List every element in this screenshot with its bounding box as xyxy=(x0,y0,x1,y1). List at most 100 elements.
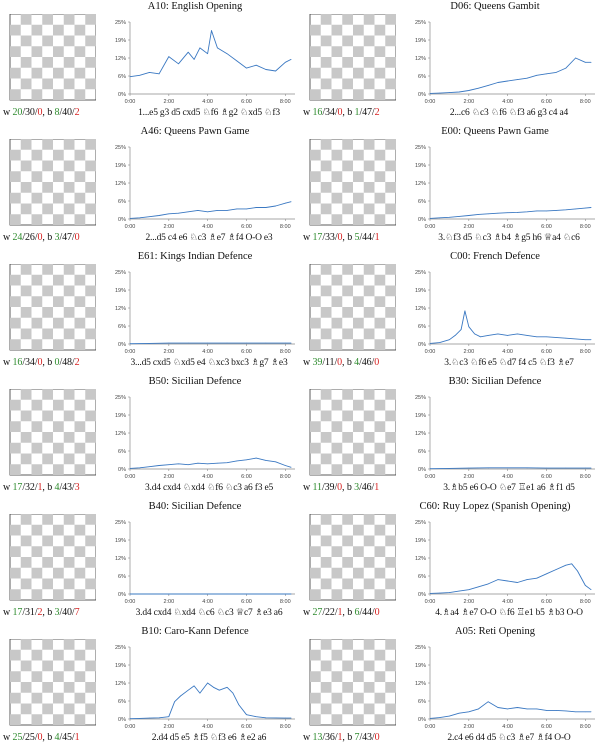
board-square xyxy=(53,546,64,557)
white-label: w xyxy=(3,482,13,493)
data-point xyxy=(517,707,518,708)
board-square xyxy=(353,692,364,704)
board-square xyxy=(63,328,75,340)
data-point xyxy=(290,717,292,719)
board-square xyxy=(320,557,332,568)
board-square xyxy=(353,46,364,57)
board-square xyxy=(85,57,96,68)
board-square xyxy=(374,296,386,307)
y-tick-label: 25% xyxy=(415,395,426,401)
x-tick-label: 8:00 xyxy=(580,724,591,730)
board-square xyxy=(374,589,386,600)
board-square xyxy=(353,567,364,579)
data-point xyxy=(536,74,538,76)
board-square xyxy=(10,399,21,411)
data-point xyxy=(507,212,508,214)
board-square xyxy=(363,639,375,650)
y-tick-label: 12% xyxy=(115,681,126,687)
opening-title: B10: Caro-Kann Defence xyxy=(141,626,249,637)
board-square xyxy=(385,682,396,693)
data-point xyxy=(449,715,450,717)
frequency-line-chart: 0% 6% 12% 19% 25% 0:00 2:00 4:00 6:00 8:00 xyxy=(415,270,595,355)
board-square xyxy=(342,285,353,297)
opening-title: B40: Sicilian Defence xyxy=(148,501,242,512)
data-point xyxy=(555,210,557,211)
board-square xyxy=(74,339,86,350)
x-tick-label: 0:00 xyxy=(125,599,136,605)
board-square xyxy=(85,139,96,150)
x-tick-label: 6:00 xyxy=(241,599,252,605)
white-label: w xyxy=(3,732,13,743)
board-square xyxy=(42,578,53,590)
white-wins: 27 xyxy=(312,607,323,618)
x-tick-label: 0:00 xyxy=(425,224,436,230)
white-sep: /32/ xyxy=(22,482,38,493)
board-square xyxy=(10,296,21,307)
data-point xyxy=(584,339,586,341)
data-point xyxy=(168,593,170,595)
board-square xyxy=(353,149,364,161)
board-square xyxy=(85,35,96,47)
board-square xyxy=(342,160,353,172)
x-tick-label: 4:00 xyxy=(202,724,213,730)
data-point xyxy=(265,69,267,70)
board-square xyxy=(53,714,64,725)
white-sep: /34/ xyxy=(322,107,338,118)
board-square xyxy=(385,57,396,68)
board-square xyxy=(353,192,364,204)
data-point xyxy=(526,335,528,336)
y-tick-label: 19% xyxy=(415,38,426,44)
data-point xyxy=(507,80,508,82)
board-square xyxy=(53,46,64,57)
x-tick-label: 4:00 xyxy=(202,474,213,480)
board-square xyxy=(20,682,32,693)
series-line xyxy=(429,207,592,219)
board-square xyxy=(20,410,32,422)
data-point xyxy=(487,583,489,585)
white-sep: /39/ xyxy=(321,482,338,493)
black-losses: 7 xyxy=(74,607,80,618)
white-sep: /30/ xyxy=(22,107,38,118)
data-point xyxy=(584,207,586,209)
y-tick-label: 19% xyxy=(115,538,126,544)
board-square xyxy=(363,14,375,25)
board-square xyxy=(385,203,396,215)
frequency-line-chart: 0% 6% 12% 19% 25% 0:00 2:00 4:00 6:00 8:00 xyxy=(415,395,595,480)
frequency-line-chart: 0% 6% 12% 19% 25% 0:00 2:00 4:00 6:00 8:00 xyxy=(415,145,595,230)
y-tick-label: 25% xyxy=(415,270,426,276)
board-square xyxy=(63,660,75,672)
white-label: w xyxy=(3,607,13,618)
board-square xyxy=(42,203,53,215)
data-point xyxy=(207,211,208,213)
data-point xyxy=(497,707,499,708)
score-ratio: w 17/33/0, b 5/44/1 xyxy=(303,232,380,243)
data-point xyxy=(487,335,489,336)
data-point xyxy=(178,463,179,465)
board-square xyxy=(385,139,396,150)
board-square xyxy=(385,78,396,90)
board-square xyxy=(385,410,396,422)
series-line xyxy=(129,30,292,78)
x-tick-label: 6:00 xyxy=(541,474,552,480)
white-losses: 0 xyxy=(37,107,43,118)
board-square xyxy=(385,578,396,590)
x-tick-label: 6:00 xyxy=(241,99,252,105)
data-point xyxy=(468,90,470,91)
x-tick-label: 6:00 xyxy=(241,724,252,730)
board-square xyxy=(331,317,343,329)
black-label: , b xyxy=(342,482,355,493)
x-tick-label: 8:00 xyxy=(280,224,291,230)
x-tick-label: 4:00 xyxy=(502,349,513,355)
y-tick-label: 12% xyxy=(415,681,426,687)
opening-title: B50: Sicilian Defence xyxy=(148,376,242,387)
data-point xyxy=(487,701,489,703)
opening-title: E61: Kings Indian Defence xyxy=(137,251,253,262)
board-square xyxy=(363,682,375,693)
board-square xyxy=(374,546,386,557)
x-tick-label: 0:00 xyxy=(425,724,436,730)
board-square xyxy=(331,421,343,432)
board-square xyxy=(310,24,321,36)
board-square xyxy=(74,714,86,725)
data-point xyxy=(590,589,592,591)
data-point xyxy=(555,569,557,570)
